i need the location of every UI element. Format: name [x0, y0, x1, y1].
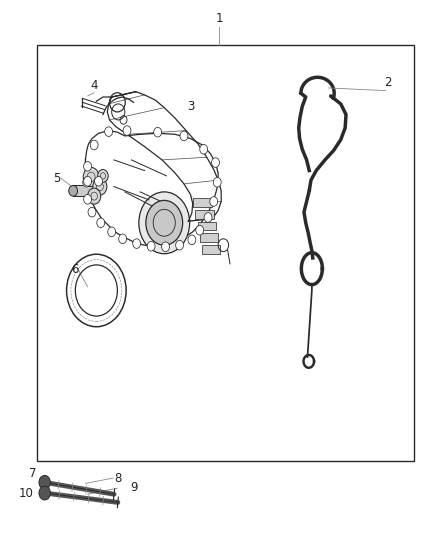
Circle shape	[95, 176, 102, 186]
Circle shape	[83, 177, 91, 187]
Circle shape	[105, 127, 113, 136]
Circle shape	[176, 240, 184, 250]
Circle shape	[212, 158, 219, 167]
Bar	[195, 210, 214, 219]
Circle shape	[213, 177, 221, 187]
Bar	[193, 198, 212, 207]
Bar	[37, 45, 414, 461]
Circle shape	[39, 475, 50, 489]
Circle shape	[84, 176, 92, 186]
Circle shape	[146, 200, 183, 245]
Circle shape	[97, 218, 105, 228]
Text: 6: 6	[71, 263, 78, 276]
Bar	[202, 245, 220, 254]
Circle shape	[123, 126, 131, 135]
Circle shape	[39, 486, 50, 500]
Text: 9: 9	[130, 481, 138, 494]
Circle shape	[93, 178, 107, 195]
Bar	[73, 185, 99, 196]
Text: 10: 10	[19, 487, 34, 500]
Circle shape	[204, 213, 212, 222]
Bar	[198, 222, 216, 230]
Circle shape	[119, 234, 127, 244]
Text: 1: 1	[215, 12, 223, 25]
Circle shape	[162, 242, 170, 252]
Circle shape	[139, 192, 190, 254]
Text: 3: 3	[187, 100, 194, 113]
Circle shape	[90, 140, 98, 150]
Circle shape	[108, 227, 116, 237]
Circle shape	[83, 167, 99, 187]
Circle shape	[98, 169, 108, 182]
Circle shape	[200, 144, 208, 154]
Circle shape	[133, 239, 141, 248]
Circle shape	[196, 225, 204, 235]
Text: 4: 4	[90, 79, 98, 92]
Circle shape	[88, 207, 96, 217]
Text: 5: 5	[53, 172, 60, 185]
Circle shape	[69, 185, 78, 196]
Circle shape	[210, 197, 218, 206]
Text: 7: 7	[29, 467, 37, 480]
Circle shape	[180, 131, 188, 141]
Text: 8: 8	[115, 472, 122, 484]
Circle shape	[147, 241, 155, 251]
Text: 2: 2	[384, 76, 392, 89]
Bar	[200, 233, 218, 242]
Circle shape	[88, 188, 101, 204]
Circle shape	[84, 161, 92, 171]
Circle shape	[188, 235, 196, 245]
Circle shape	[84, 195, 92, 204]
Circle shape	[154, 127, 162, 137]
